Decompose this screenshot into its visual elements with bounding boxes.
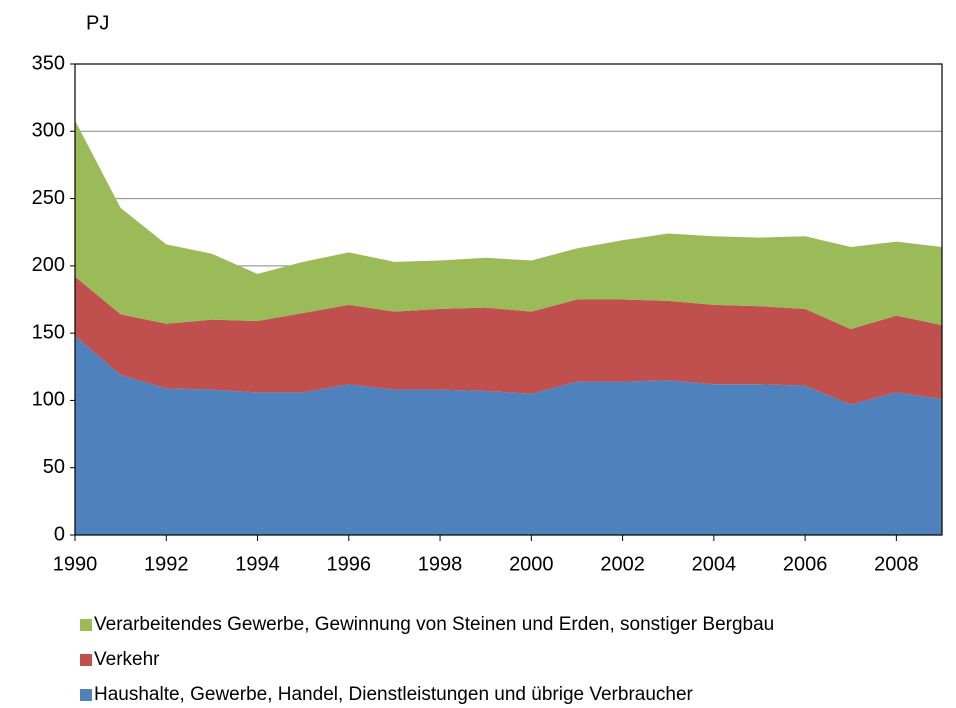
y-tick-label: 100 [32,389,65,411]
y-tick-label: 0 [54,523,65,545]
x-tick-label: 2002 [600,553,645,575]
legend-swatch [80,689,92,701]
y-tick-label: 200 [32,254,65,276]
y-axis-label: PJ [86,12,109,34]
x-tick-label: 1990 [53,553,98,575]
x-tick-label: 2000 [509,553,554,575]
plot-border [74,63,943,536]
y-tick-label: 150 [32,321,65,343]
y-tick-label: 350 [32,52,65,74]
area [75,120,942,330]
x-tick-label: 1992 [144,553,189,575]
x-tick-label: 2004 [692,553,737,575]
x-tick-label: 1998 [418,553,463,575]
x-tick-label: 1994 [235,553,280,575]
legend-label: Haushalte, Gewerbe, Handel, Dienstleistu… [94,684,694,705]
x-tick-label: 2006 [783,553,828,575]
area [75,335,942,535]
legend-label: Verkehr [94,649,160,670]
legend-swatch [80,654,92,666]
y-tick-label: 300 [32,120,65,142]
area [75,276,942,405]
x-tick-label: 1996 [327,553,372,575]
y-tick-label: 50 [43,456,65,478]
y-tick-label: 250 [32,187,65,209]
legend-swatch [80,619,92,631]
x-tick-label: 2008 [874,553,919,575]
legend-label: Verarbeitendes Gewerbe, Gewinnung von St… [94,614,774,635]
